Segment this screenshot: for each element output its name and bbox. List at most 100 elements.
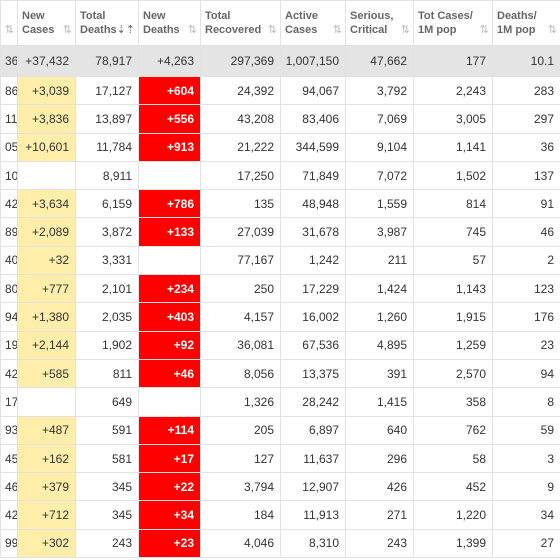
data-row: 17 649 1,326 28,242 1,415 358 8 (0, 387, 560, 417)
cell: 24,392 (200, 75, 281, 106)
header-cell[interactable]: Total Deaths ⇣⇡ (75, 0, 139, 46)
data-row: 42 +712 345 +34 184 11,913 271 1,220 34 (0, 500, 560, 530)
cell: 123 (492, 274, 560, 304)
cell: 11,784 (75, 132, 139, 162)
header-text: Deaths (143, 24, 180, 36)
cell: 1,143 (413, 274, 493, 304)
cell: 42 (0, 358, 18, 389)
cell: 94 (492, 358, 560, 389)
cell: 11 (0, 104, 18, 134)
sort-icon[interactable]: ⇅ (479, 24, 489, 36)
cell: 83,406 (280, 104, 346, 134)
cell: 8 (492, 387, 560, 417)
cell: +2,144 (17, 330, 76, 360)
cell: 296 (345, 443, 414, 474)
cell: 17 (0, 387, 18, 417)
cell: 3,005 (413, 104, 493, 134)
cell: 36,081 (200, 330, 281, 360)
cell: +712 (17, 500, 76, 530)
cell: 78,917 (75, 45, 139, 77)
cell: 1,902 (75, 330, 139, 360)
cell: +2,089 (17, 217, 76, 247)
cell: 2,243 (413, 75, 493, 106)
cell: 93 (0, 415, 18, 445)
cell: 8,911 (75, 160, 139, 191)
cell: 1,007,150 (280, 45, 346, 77)
cell: +46 (138, 358, 201, 389)
data-row: 10 8,911 17,250 71,849 7,072 1,502 137 (0, 160, 560, 191)
header-text: Total (205, 10, 231, 22)
cell: 2,101 (75, 274, 139, 304)
header-cell[interactable]: Tot Cases/1M pop ⇅ (413, 0, 493, 46)
header-cell[interactable]: Serious, Critical ⇅ (345, 0, 414, 46)
cell: +604 (138, 75, 201, 106)
cell: 59 (492, 415, 560, 445)
cell: 71,849 (280, 160, 346, 191)
cell: 2,035 (75, 302, 139, 332)
cell: 40 (0, 245, 18, 276)
cell: 6,897 (280, 415, 346, 445)
cell: +10,601 (17, 132, 76, 162)
cell: 9,104 (345, 132, 414, 162)
total-row: 36 +37,432 78,917 +4,263 297,369 1,007,150 47,… (0, 45, 560, 77)
cell: 745 (413, 217, 493, 247)
data-row: 93 +487 591 +114 205 6,897 640 762 59 (0, 415, 560, 445)
header-cell[interactable]: New Cases ⇅ (17, 0, 76, 46)
cell: 94 (0, 302, 18, 332)
cell: +1,380 (17, 302, 76, 332)
sort-icon[interactable]: ⇣⇡ (116, 24, 135, 36)
data-row: 45 +162 581 +17 127 11,637 296 58 3 (0, 443, 560, 474)
header-text: New (22, 10, 45, 22)
cell: 137 (492, 160, 560, 191)
cell: 34 (492, 500, 560, 530)
data-row: 89 +2,089 3,872 +133 27,039 31,678 3,987 745 46 (0, 217, 560, 247)
sort-icon[interactable]: ⇅ (547, 24, 557, 36)
cell: 358 (413, 387, 493, 417)
cell (138, 387, 201, 417)
cell: 31,678 (280, 217, 346, 247)
cell: 11,637 (280, 443, 346, 474)
cell: 21,222 (200, 132, 281, 162)
sort-icon[interactable]: ⇅ (267, 24, 277, 36)
header-cell[interactable]: New Deaths ⇅ (138, 0, 201, 46)
header-text: New (143, 10, 166, 22)
cell: 16,002 (280, 302, 346, 332)
sort-icon[interactable]: ⇅ (62, 24, 72, 36)
cell: 17,250 (200, 160, 281, 191)
data-row: 42 +3,634 6,159 +786 135 48,948 1,559 814 91 (0, 189, 560, 219)
cell: 77,167 (200, 245, 281, 276)
cell (17, 387, 76, 417)
sort-icon[interactable]: ⇅ (332, 24, 342, 36)
cell: 10 (0, 160, 18, 191)
cell: 57 (413, 245, 493, 276)
cell: +234 (138, 274, 201, 304)
header-cell[interactable]: Active Cases ⇅ (280, 0, 346, 46)
cell: 3 (492, 443, 560, 474)
cell: +17 (138, 443, 201, 474)
cell: 1,915 (413, 302, 493, 332)
cell: 89 (0, 217, 18, 247)
sort-icon[interactable]: ⇅ (187, 24, 197, 36)
cell: 7,072 (345, 160, 414, 191)
cell: +302 (17, 528, 76, 559)
cell: 99 (0, 528, 18, 559)
cell: 8,056 (200, 358, 281, 389)
cell: +23 (138, 528, 201, 559)
cell: 452 (413, 472, 493, 502)
sort-icon[interactable]: ⇅ (400, 24, 410, 36)
cell: 649 (75, 387, 139, 417)
data-row: 05 +10,601 11,784 +913 21,222 344,599 9,104 1,1… (0, 132, 560, 162)
cell: 1,399 (413, 528, 493, 559)
cell: 27 (492, 528, 560, 559)
header-text: Active (285, 10, 319, 22)
header-cell[interactable]: Total Recovered ⇅ (200, 0, 281, 46)
cell: 640 (345, 415, 414, 445)
header-cell[interactable]: Deaths/1M pop ⇅ (492, 0, 560, 46)
cell: +4,263 (138, 45, 201, 77)
data-row: 80 +777 2,101 +234 250 17,229 1,424 1,143 123 (0, 274, 560, 304)
data-row: 86 +3,039 17,127 +604 24,392 94,067 3,792 2,243… (0, 75, 560, 106)
cell: 23 (492, 330, 560, 360)
cell: +777 (17, 274, 76, 304)
header-cell[interactable]: ⇅ (0, 0, 18, 46)
cell: +92 (138, 330, 201, 360)
